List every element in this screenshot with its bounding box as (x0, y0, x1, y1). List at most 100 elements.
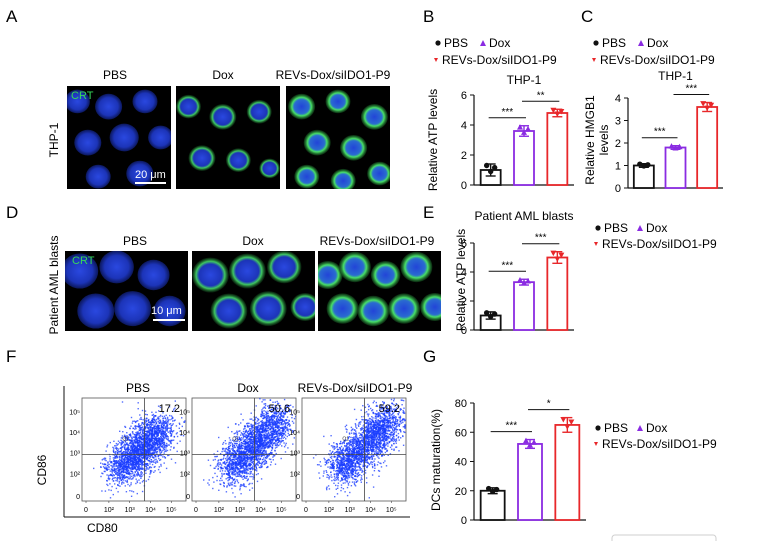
flow-dot (251, 449, 253, 451)
flow-dot (280, 407, 282, 410)
flow-dot (115, 445, 117, 447)
flow-dot (125, 469, 128, 472)
flow-dot (128, 469, 130, 471)
flow-dot (116, 448, 118, 451)
flow-dot (264, 442, 266, 444)
flow-dot (280, 440, 282, 443)
panel-d-scalebar-label: 10 μm (151, 305, 182, 317)
flow-dot (151, 421, 153, 423)
flow-dot (246, 465, 248, 468)
flow-dot (155, 420, 157, 422)
flow-dot (230, 469, 232, 471)
flow-dot (263, 446, 265, 448)
flow-dot (282, 409, 284, 411)
flow-dot (260, 442, 262, 444)
flow-dot (272, 428, 274, 430)
flow-dot (275, 444, 277, 447)
flow-dot (169, 442, 172, 444)
flow-dot (157, 429, 159, 432)
flow-dot (150, 459, 152, 461)
flow-dot (140, 416, 142, 419)
flow-dot (220, 458, 222, 461)
flow-dot (166, 444, 168, 447)
flow-dot (158, 431, 160, 433)
flow-dot (227, 483, 230, 486)
flow-dot (152, 427, 154, 429)
flow-dot (242, 460, 244, 462)
flow-dot (258, 428, 260, 430)
flow-dot (116, 447, 118, 449)
flow-dot (247, 447, 249, 449)
flow-dot (225, 448, 227, 450)
flow-dot (265, 428, 267, 430)
flow-dot (242, 455, 244, 457)
flow-dot (146, 432, 149, 434)
flow-dot (154, 430, 156, 432)
flow-dot (277, 410, 280, 413)
flow-x-tick: 0 (194, 507, 198, 514)
flow-dot (170, 458, 173, 460)
flow-dot (115, 463, 118, 465)
flow-dot (245, 448, 248, 450)
flow-dot (256, 441, 258, 443)
flow-dot (246, 439, 248, 441)
flow-dot (229, 439, 231, 441)
flow-dot (260, 420, 262, 423)
flow-dot (250, 447, 252, 449)
flow-dot (113, 463, 116, 466)
flow-dot (259, 446, 261, 448)
flow-dot (279, 421, 281, 423)
flow-dot (132, 436, 134, 438)
flow-dot (159, 430, 161, 432)
flow-dot (283, 415, 285, 417)
flow-dot (146, 442, 149, 444)
flow-dot (265, 439, 267, 442)
flow-dot (223, 484, 225, 487)
flow-dot (157, 455, 159, 458)
flow-dot (240, 464, 242, 466)
flow-dot (172, 423, 174, 425)
flow-dot (245, 468, 248, 471)
flow-dot (248, 433, 251, 435)
flow-dot (148, 476, 151, 478)
flow-dot (166, 429, 168, 431)
flow-dot (143, 457, 145, 459)
flow-dot (120, 461, 123, 463)
flow-dot (163, 415, 166, 417)
flow-dot (154, 421, 156, 423)
flow-dot (135, 437, 138, 439)
flow-dot (263, 460, 265, 463)
flow-dot (214, 458, 216, 461)
flow-dot (232, 450, 234, 452)
flow-dot (159, 444, 161, 446)
flow-dot (143, 423, 145, 426)
flow-dot (264, 433, 266, 435)
flow-dot (280, 418, 282, 420)
flow-dot (229, 476, 232, 478)
flow-dot (109, 456, 111, 458)
flow-dot (262, 441, 264, 443)
flow-dot (238, 456, 240, 459)
flow-dot (276, 443, 278, 445)
flow-dot (245, 436, 247, 438)
flow-dot (121, 483, 123, 485)
flow-dot (134, 467, 136, 470)
flow-dot (141, 465, 143, 467)
flow-dot (261, 413, 264, 415)
flow-dot (174, 462, 177, 464)
flow-dot (145, 426, 147, 428)
flow-dot (153, 433, 155, 435)
flow-dot (227, 473, 229, 475)
flow-dot (263, 443, 265, 445)
flow-dot (242, 458, 244, 461)
flow-dot (271, 448, 274, 450)
flow-dot (253, 453, 255, 455)
flow-dot (256, 442, 258, 445)
flow-dot (120, 459, 123, 461)
flow-dot (252, 419, 254, 422)
flow-dot (157, 420, 159, 423)
flow-dot (101, 472, 103, 474)
flow-dot (241, 460, 243, 462)
flow-dot (162, 424, 165, 427)
flow-dot (325, 460, 328, 462)
